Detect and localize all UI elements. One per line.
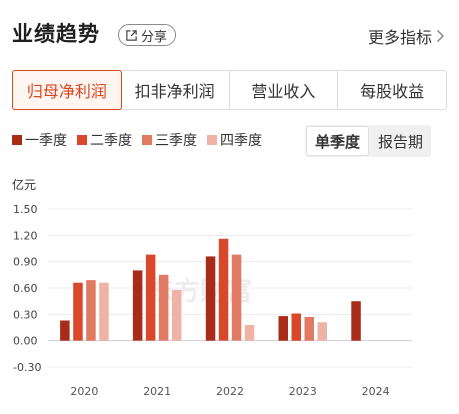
bar-2021-q1[interactable]	[132, 270, 143, 341]
page-title: 业绩趋势	[12, 22, 100, 46]
bar-2020-q4[interactable]	[99, 282, 109, 341]
tab-revenue[interactable]: 营业收入	[230, 71, 339, 109]
period-option-report-period[interactable]: 报告期	[378, 132, 424, 151]
more-indicators-label: 更多指标	[367, 28, 432, 47]
bar-2022-q3[interactable]	[231, 254, 242, 341]
legend-swatch-q3	[142, 135, 152, 145]
bar-2022-q2[interactable]	[218, 238, 229, 341]
legend-swatch-q2	[77, 135, 87, 145]
legend-item-q2: 二季度	[77, 130, 132, 150]
tab-eps[interactable]: 每股收益	[360, 82, 425, 101]
y-tick-label: 1.20	[13, 229, 38, 242]
y-tick-label: -0.30	[13, 361, 41, 374]
y-tick-label: 0.60	[13, 282, 38, 295]
y-tick-label: 1.50	[13, 203, 38, 216]
legend-swatch-q1	[12, 135, 22, 145]
y-tick-label: 0.00	[13, 335, 38, 348]
bar-2023-q1[interactable]	[278, 316, 289, 341]
share-label: 分享	[141, 29, 168, 45]
tab-deducted-net-profit[interactable]: 扣非净利润	[121, 71, 230, 109]
legend-item-q1: 一季度	[12, 130, 67, 150]
x-tick-label: 2024	[362, 385, 390, 398]
legend-item-q4: 四季度	[207, 130, 262, 150]
legend-label-q1: 一季度	[25, 133, 67, 149]
y-tick-label: 0.30	[13, 308, 38, 321]
chart-legend: 一季度 二季度 三季度 四季度	[12, 130, 262, 150]
legend-item-q3: 三季度	[142, 130, 197, 150]
share-button[interactable]: 分享	[118, 24, 177, 46]
bar-2020-q1[interactable]	[60, 320, 70, 341]
period-option-single-quarter[interactable]: 单季度	[306, 126, 370, 156]
bar-2020-q2[interactable]	[73, 282, 83, 341]
bar-2024-q1[interactable]	[351, 301, 361, 341]
share-icon	[126, 29, 137, 41]
x-tick-label: 2020	[70, 385, 98, 398]
bar-2020-q3[interactable]	[86, 280, 96, 341]
bar-2023-q2[interactable]	[291, 313, 302, 341]
more-indicators-link[interactable]: 更多指标	[368, 24, 445, 48]
legend-label-q4: 四季度	[220, 133, 262, 149]
x-tick-label: 2021	[143, 385, 171, 398]
legend-label-q3: 三季度	[155, 133, 197, 149]
x-tick-label: 2023	[289, 385, 317, 398]
bar-2022-q4[interactable]	[244, 324, 255, 341]
bar-2023-q4[interactable]	[317, 322, 328, 341]
legend-swatch-q4	[207, 135, 217, 145]
y-axis-unit: 亿元	[12, 178, 37, 192]
y-tick-label: 0.90	[13, 256, 38, 269]
bar-2021-q2[interactable]	[145, 254, 156, 341]
bar-2021-q4[interactable]	[171, 289, 182, 341]
x-tick-label: 2022	[216, 385, 244, 398]
legend-label-q2: 二季度	[90, 133, 132, 149]
metric-tabs: 归母净利润 扣非净利润 营业收入 每股收益	[12, 70, 447, 110]
tab-net-profit[interactable]: 归母净利润	[12, 70, 122, 110]
header: 业绩趋势 分享 更多指标	[12, 18, 447, 52]
bar-2021-q3[interactable]	[158, 274, 169, 341]
bar-2023-q3[interactable]	[304, 317, 315, 341]
bar-2022-q1[interactable]	[205, 256, 216, 341]
period-toggle: 单季度 报告期	[305, 125, 432, 157]
chevron-right-icon	[436, 29, 445, 43]
